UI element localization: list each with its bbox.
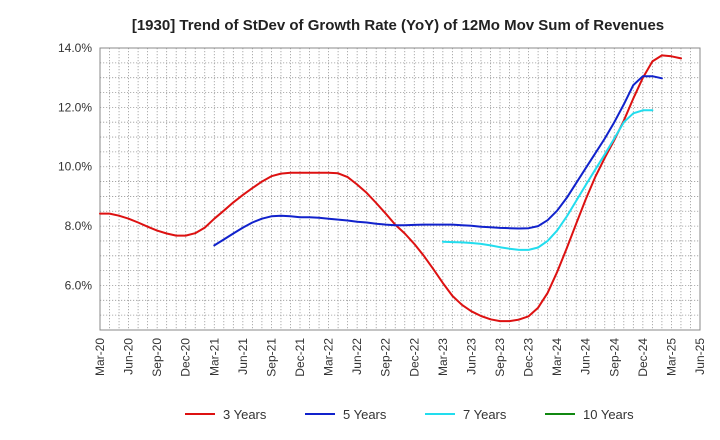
x-tick-label: Jun-22 bbox=[350, 338, 364, 375]
legend-label: 3 Years bbox=[223, 407, 267, 422]
x-tick-label: Mar-23 bbox=[436, 338, 450, 376]
legend-label: 5 Years bbox=[343, 407, 387, 422]
x-tick-label: Sep-20 bbox=[150, 338, 164, 377]
x-tick-label: Dec-24 bbox=[636, 338, 650, 377]
x-tick-label: Mar-22 bbox=[322, 338, 336, 376]
x-tick-label: Mar-21 bbox=[207, 338, 221, 376]
x-tick-label: Dec-22 bbox=[407, 338, 421, 377]
y-tick-label: 14.0% bbox=[58, 41, 92, 55]
y-tick-label: 10.0% bbox=[58, 160, 92, 174]
x-tick-label: Sep-24 bbox=[607, 338, 621, 377]
grid bbox=[100, 48, 700, 330]
x-tick-label: Mar-24 bbox=[550, 338, 564, 376]
series-line-5-years bbox=[213, 75, 663, 247]
x-tick-label: Sep-23 bbox=[493, 338, 507, 377]
y-tick-label: 8.0% bbox=[65, 219, 93, 233]
legend-label: 10 Years bbox=[583, 407, 634, 422]
x-tick-label: Jun-20 bbox=[122, 338, 136, 375]
legend-item: 10 Years bbox=[545, 407, 634, 422]
series-lines bbox=[99, 54, 682, 323]
x-tick-label: Mar-25 bbox=[664, 338, 678, 376]
axes: 6.0% 8.0% 10.0% 12.0% 14.0% Mar-20 Jun-20 Sep-2… bbox=[58, 41, 707, 377]
legend-label: 7 Years bbox=[463, 407, 507, 422]
plot-frame bbox=[99, 47, 701, 331]
x-tick-label: Jun-23 bbox=[464, 338, 478, 375]
series-line-3-years bbox=[99, 54, 682, 323]
x-tick-label: Dec-21 bbox=[293, 338, 307, 377]
legend-item: 3 Years bbox=[185, 407, 267, 422]
legend-item: 5 Years bbox=[305, 407, 387, 422]
series-line-7-years bbox=[441, 109, 654, 251]
y-tick-label: 12.0% bbox=[58, 100, 92, 114]
legend-item: 7 Years bbox=[425, 407, 507, 422]
x-tick-label: Dec-23 bbox=[522, 338, 536, 377]
x-tick-label: Jun-25 bbox=[693, 338, 707, 375]
x-tick-label: Jun-21 bbox=[236, 338, 250, 375]
x-tick-label: Sep-21 bbox=[264, 338, 278, 377]
legend: 3 Years 5 Years 7 Years 10 Years bbox=[185, 407, 634, 422]
y-tick-label: 6.0% bbox=[65, 278, 93, 292]
chart-title: [1930] Trend of StDev of Growth Rate (Yo… bbox=[132, 17, 664, 34]
x-tick-label: Mar-20 bbox=[93, 338, 107, 376]
x-tick-label: Jun-24 bbox=[579, 338, 593, 375]
x-tick-label: Sep-22 bbox=[379, 338, 393, 377]
x-tick-label: Dec-20 bbox=[179, 338, 193, 377]
